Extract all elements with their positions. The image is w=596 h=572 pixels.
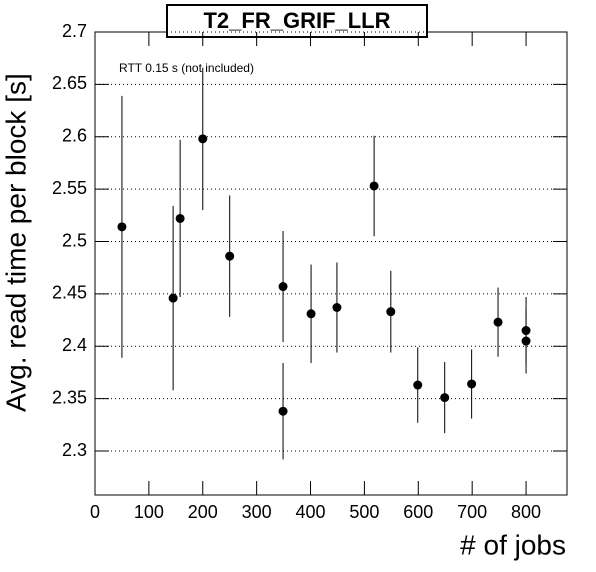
data-point [467,379,477,389]
data-point [117,222,127,232]
data-point [493,317,503,327]
data-point [413,380,423,390]
data-point [175,213,185,223]
data-point [198,134,208,144]
y-tick-label: 2.4 [62,335,87,355]
x-axis-label: # of jobs [460,529,566,560]
x-tick-label: 600 [403,502,433,522]
x-tick-label: 800 [511,502,541,522]
y-tick-label: 2.65 [52,73,87,93]
x-tick-label: 500 [349,502,379,522]
annotation: RTT 0.15 s (not included) [119,61,254,75]
data-point [369,181,379,191]
data-point [168,293,178,303]
y-tick-label: 2.5 [62,230,87,250]
chart-title: T2_FR_GRIF_LLR [203,8,390,33]
data-point [386,307,396,317]
x-tick-label: 200 [188,502,218,522]
title-box [166,4,428,38]
y-axis-label: Avg. read time per block [s] [0,73,31,412]
y-tick-label: 2.3 [62,440,87,460]
data-point [440,393,450,403]
data-point [332,302,342,312]
data-point [306,309,316,319]
x-tick-label: 700 [457,502,487,522]
x-tick-label: 0 [90,502,100,522]
y-tick-label: 2.7 [62,21,87,41]
x-tick-label: 300 [242,502,272,522]
y-tick-label: 2.6 [62,126,87,146]
y-tick-label: 2.45 [52,283,87,303]
y-tick-label: 2.55 [52,178,87,198]
x-tick-label: 400 [296,502,326,522]
data-point [225,251,235,261]
x-tick-label: 100 [134,502,164,522]
data-point [278,282,288,292]
data-point [278,406,288,416]
y-tick-label: 2.35 [52,387,87,407]
data-point [521,336,531,346]
plot-frame [94,31,568,496]
